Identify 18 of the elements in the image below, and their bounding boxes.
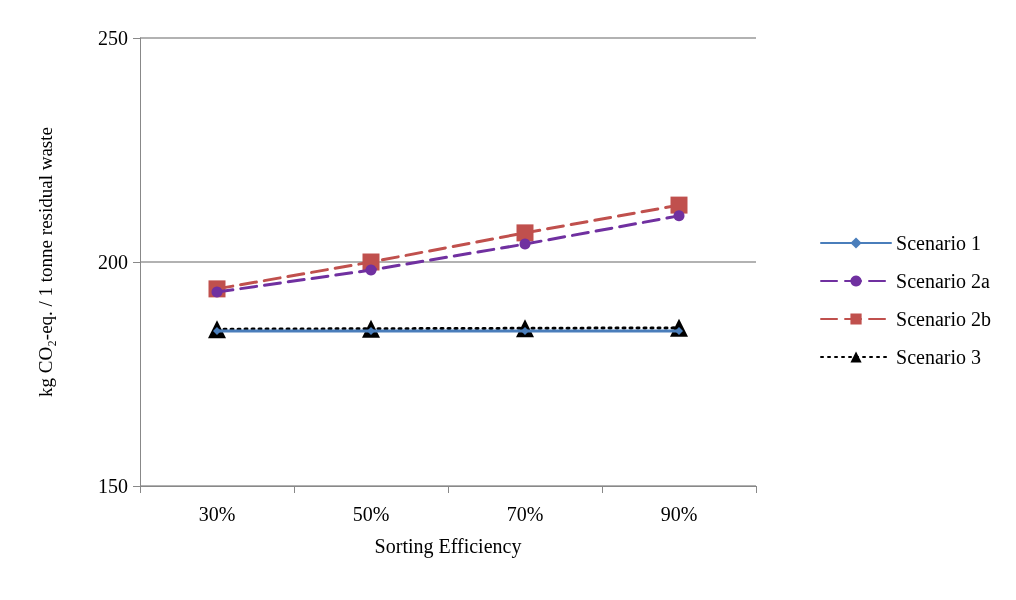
x-tick-label: 50%: [352, 503, 390, 525]
x-tick-label: 90%: [660, 503, 698, 525]
legend-label: Scenario 3: [896, 346, 982, 368]
x-tick-label: 70%: [506, 503, 544, 525]
point: [519, 238, 531, 250]
x-tick-label: 30%: [198, 503, 236, 525]
y-tick-label: 250: [98, 27, 128, 49]
x-axis-title: Sorting Efficiency: [374, 535, 522, 558]
y-tick-label: 200: [98, 251, 128, 273]
point: [670, 196, 688, 214]
legend-label: Scenario 1: [896, 232, 982, 254]
y-tick-label: 150: [98, 475, 128, 497]
point: [516, 224, 534, 242]
y-axis-title: kg CO₂-eq. / 1 tonne residual waste: [35, 127, 56, 397]
legend-label: Scenario 2b: [896, 308, 992, 330]
point: [673, 210, 685, 222]
legend-label: Scenario 2a: [896, 270, 990, 292]
point: [365, 264, 377, 276]
